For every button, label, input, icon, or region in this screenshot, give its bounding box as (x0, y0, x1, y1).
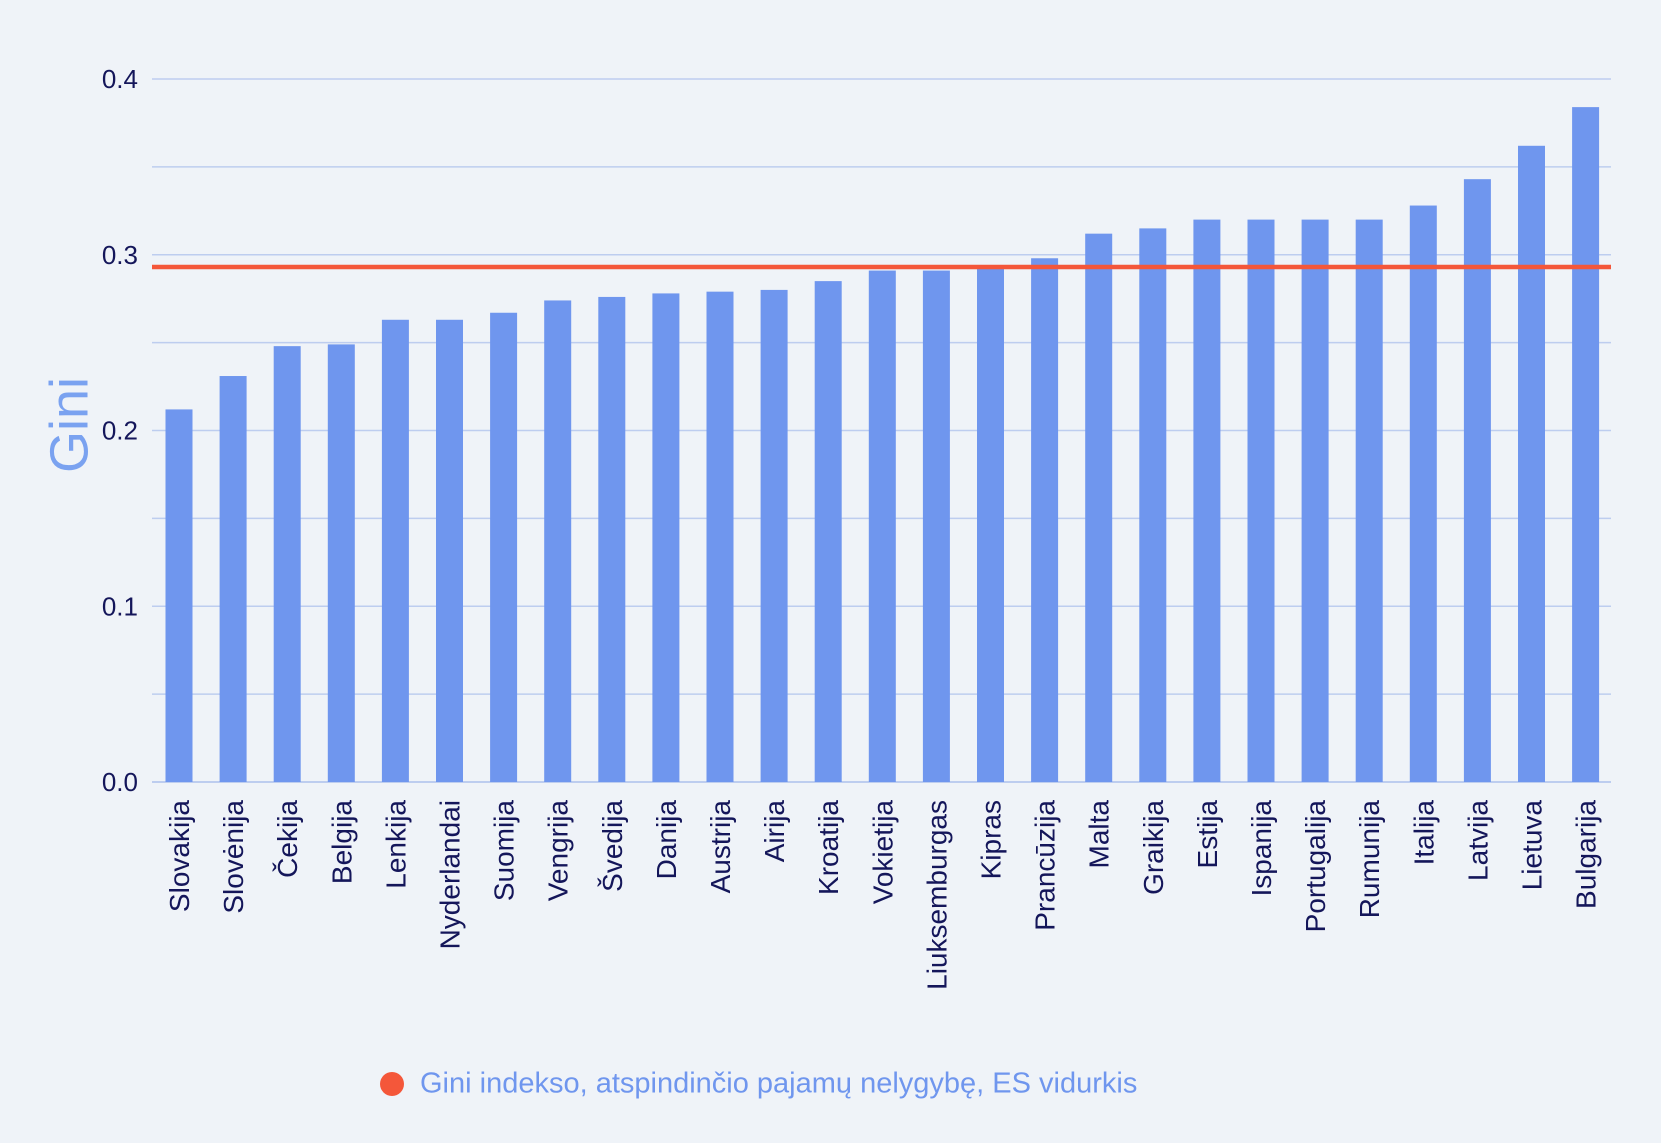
x-tick-label: Portugalija (1300, 800, 1331, 933)
bar-23 (1355, 219, 1383, 783)
x-tick-label: Suomija (489, 800, 520, 902)
x-tick-label: Airija (759, 800, 790, 863)
bar-7 (490, 312, 518, 782)
x-tick-label: Graikija (1138, 800, 1169, 895)
x-tick-label: Estija (1192, 800, 1223, 869)
x-tick-label: Lietuva (1517, 800, 1548, 891)
bar-21 (1247, 219, 1275, 783)
bar-6 (436, 319, 463, 782)
x-tick-label: Danija (651, 800, 682, 880)
x-tick-label: Malta (1084, 800, 1115, 869)
bar-18 (1085, 233, 1113, 782)
bar-13 (814, 281, 842, 782)
legend-label: Gini indekso, atspindinčio pajamų nelygy… (420, 1068, 1137, 1100)
x-tick-label: Švedija (597, 800, 628, 892)
x-tick-label: Belgija (326, 800, 357, 884)
y-tick-label: 0.1 (102, 591, 138, 621)
x-tick-label: Prancūzija (1030, 800, 1061, 931)
x-tick-label: Rumunija (1354, 800, 1385, 919)
x-tick-label: Kroatija (813, 800, 844, 895)
x-tick-label: Italija (1408, 800, 1439, 866)
y-tick-label: 0.3 (102, 240, 138, 270)
bar-1 (165, 409, 193, 782)
y-tick-label: 0.4 (102, 64, 138, 94)
x-tick-label: Ispanija (1246, 800, 1277, 897)
legend-marker (380, 1072, 404, 1096)
bars (165, 107, 1600, 783)
bar-27 (1572, 107, 1600, 783)
bar-14 (868, 270, 896, 782)
bar-25 (1463, 179, 1491, 783)
x-tick-label: Lenkija (380, 800, 411, 889)
bar-22 (1301, 219, 1329, 783)
bar-15 (922, 270, 950, 782)
bar-2 (219, 376, 247, 782)
x-tick-label: Bulgarija (1571, 800, 1602, 909)
x-tick-label: Kipras (976, 800, 1007, 879)
x-axis-labels: Slovakija Slovėnija Čekija Belgija Lenkija Ny… (164, 800, 1602, 990)
bar-8 (544, 300, 572, 782)
y-tick-label: 0.0 (102, 767, 138, 797)
y-tick-label: 0.2 (102, 416, 138, 446)
bar-17 (1031, 258, 1059, 782)
bar-12 (760, 289, 788, 782)
bar-3 (273, 346, 301, 782)
bar-10 (652, 293, 680, 782)
bar-20 (1193, 219, 1221, 783)
bar-24 (1409, 205, 1437, 783)
x-tick-label: Nyderlandai (435, 800, 466, 949)
x-tick-label: Čekija (272, 800, 303, 878)
bar-4 (327, 344, 355, 782)
x-tick-label: Liuksemburgas (921, 800, 952, 990)
x-tick-label: Latvija (1462, 800, 1493, 881)
bar-5 (381, 319, 409, 782)
legend: Gini indekso, atspindinčio pajamų nelygy… (380, 1068, 1137, 1100)
bar-16 (977, 265, 1004, 782)
x-tick-label: Slovėnija (218, 800, 249, 914)
bar-26 (1518, 145, 1545, 782)
y-axis-ticks: 0.0 0.1 0.2 0.3 0.4 (102, 64, 138, 797)
bar-11 (706, 291, 734, 782)
x-tick-label: Vokietija (867, 800, 898, 905)
bar-19 (1139, 228, 1167, 782)
x-tick-label: Vengrija (543, 800, 574, 902)
bar-9 (598, 296, 626, 782)
x-tick-label: Austrija (705, 800, 736, 894)
y-axis-label: Gini (39, 377, 99, 473)
x-tick-label: Slovakija (164, 800, 195, 912)
